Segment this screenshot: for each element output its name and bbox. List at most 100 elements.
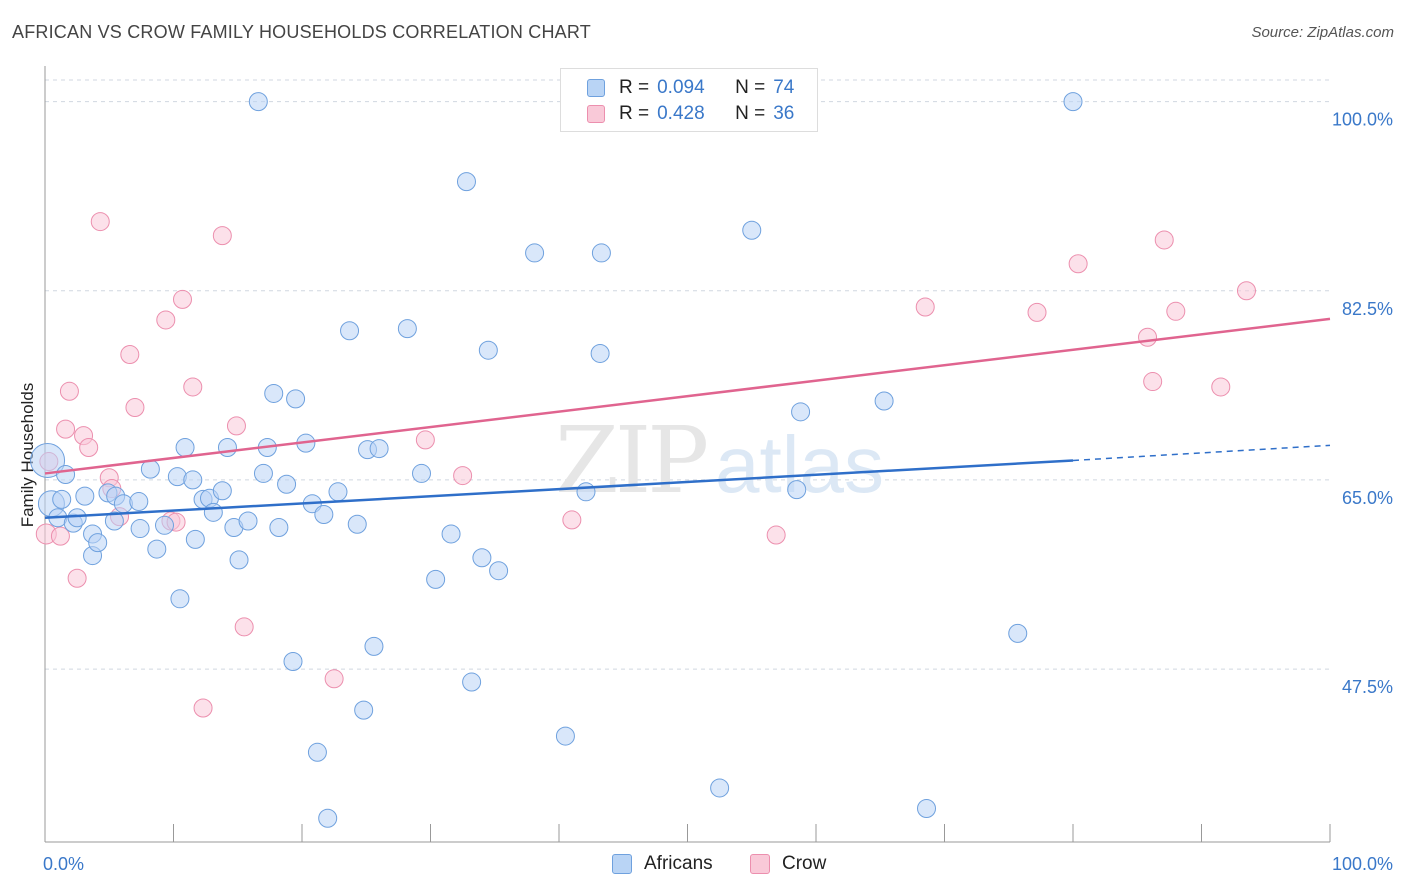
legend-row-crow: R = 0.428 N = 36 [587, 103, 794, 125]
correlation-legend: R = 0.094 N = 74 R = 0.428 N = 36 [560, 68, 818, 132]
africans-point [590, 343, 610, 363]
africans-point [354, 700, 374, 720]
trend-lines [44, 317, 1331, 519]
africans-point [369, 439, 389, 459]
africans-point [75, 486, 95, 506]
crow-point [50, 526, 70, 546]
africans-point [412, 463, 432, 483]
legend-item-africans[interactable]: Africans [612, 852, 713, 876]
africans-swatch [587, 79, 605, 97]
africans-point [286, 389, 306, 409]
r-value: 0.094 [657, 77, 705, 98]
africans-trend-extension [1072, 444, 1331, 462]
africans-point [555, 726, 575, 746]
africans-point [140, 459, 160, 479]
n-label: N = [735, 77, 766, 98]
n-value: 36 [773, 103, 795, 124]
crow-point [1068, 254, 1088, 274]
crow-point [766, 525, 786, 545]
legend-item-crow[interactable]: Crow [750, 852, 826, 876]
africans-point [340, 321, 360, 341]
x-tick-label: 100.0% [1332, 854, 1393, 874]
africans-point [874, 391, 894, 411]
africans-point [307, 742, 327, 762]
africans-point [129, 492, 149, 512]
r-value: 0.428 [657, 103, 705, 124]
africans-point [328, 482, 348, 502]
y-tick-label: 100.0% [1332, 110, 1393, 130]
crow-point [1138, 327, 1158, 347]
africans-point [710, 778, 730, 798]
watermark-zip: ZIP [555, 407, 706, 514]
africans-point [203, 502, 223, 522]
africans-point [67, 508, 87, 528]
africans-point [462, 672, 482, 692]
africans-point [170, 589, 190, 609]
crow-point [1027, 302, 1047, 322]
crow-trend-line [44, 317, 1331, 475]
africans-point [147, 539, 167, 559]
crow-point [226, 416, 246, 436]
crow-point [1143, 372, 1163, 392]
africans-point [217, 437, 237, 457]
crow-point [59, 381, 79, 401]
crow-point [156, 310, 176, 330]
crow-point [56, 419, 76, 439]
series-legend: Africans Crow [0, 852, 1406, 876]
crow-swatch [587, 105, 605, 123]
crow-point [1154, 230, 1174, 250]
crow-point [183, 377, 203, 397]
africans-point [791, 402, 811, 422]
africans-point [441, 524, 461, 544]
africans-point [591, 243, 611, 263]
africans-point [314, 505, 334, 525]
crow-point [193, 698, 213, 718]
africans-point [489, 561, 509, 581]
africans-point [253, 463, 273, 483]
crow-point [125, 397, 145, 417]
crow-point [1211, 377, 1231, 397]
africans-point [155, 515, 175, 535]
x-tick-label: 0.0% [43, 854, 84, 874]
africans-point [478, 340, 498, 360]
crow-point [90, 212, 110, 232]
crow-swatch [750, 854, 770, 874]
africans-point [318, 808, 338, 828]
africans-point [212, 481, 232, 501]
africans-point [426, 569, 446, 589]
africans-point [787, 480, 807, 500]
r-label: R = [619, 103, 650, 124]
africans-point [56, 465, 76, 485]
watermark: ZIP atlas [555, 407, 884, 514]
crow-point [67, 568, 87, 588]
legend-row-africans: R = 0.094 N = 74 [587, 77, 794, 99]
africans-point [525, 243, 545, 263]
tick-labels: 47.5% 65.0% 82.5% 100.0% 0.0% 100.0% [43, 110, 1393, 874]
africans-point [1008, 623, 1028, 643]
africans-swatch [612, 854, 632, 874]
africans-point [364, 636, 384, 656]
r-label: R = [619, 77, 650, 98]
chart-title: AFRICAN VS CROW FAMILY HOUSEHOLDS CORREL… [12, 22, 591, 42]
africans-point [52, 489, 72, 509]
crow-point [1166, 301, 1186, 321]
africans-point [917, 798, 937, 818]
crow-point [415, 430, 435, 450]
y-tick-label: 82.5% [1342, 299, 1393, 319]
africans-point [1063, 92, 1083, 112]
legend-label-crow: Crow [782, 853, 827, 874]
africans-point [264, 383, 284, 403]
africans-point [175, 437, 195, 457]
crow-point [915, 297, 935, 317]
africans-point [167, 467, 187, 487]
africans-point [576, 482, 596, 502]
africans-point [88, 533, 108, 553]
crow-point [562, 510, 582, 530]
africans-point [472, 548, 492, 568]
africans-point [742, 220, 762, 240]
crow-point [234, 617, 254, 637]
africans-point [185, 529, 205, 549]
africans-point [130, 519, 150, 539]
africans-point [248, 92, 268, 112]
africans-point [277, 474, 297, 494]
